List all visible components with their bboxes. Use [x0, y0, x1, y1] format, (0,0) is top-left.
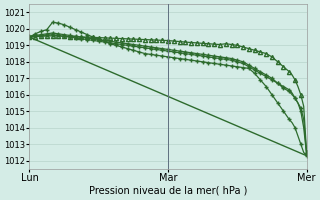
X-axis label: Pression niveau de la mer( hPa ): Pression niveau de la mer( hPa ): [89, 186, 247, 196]
